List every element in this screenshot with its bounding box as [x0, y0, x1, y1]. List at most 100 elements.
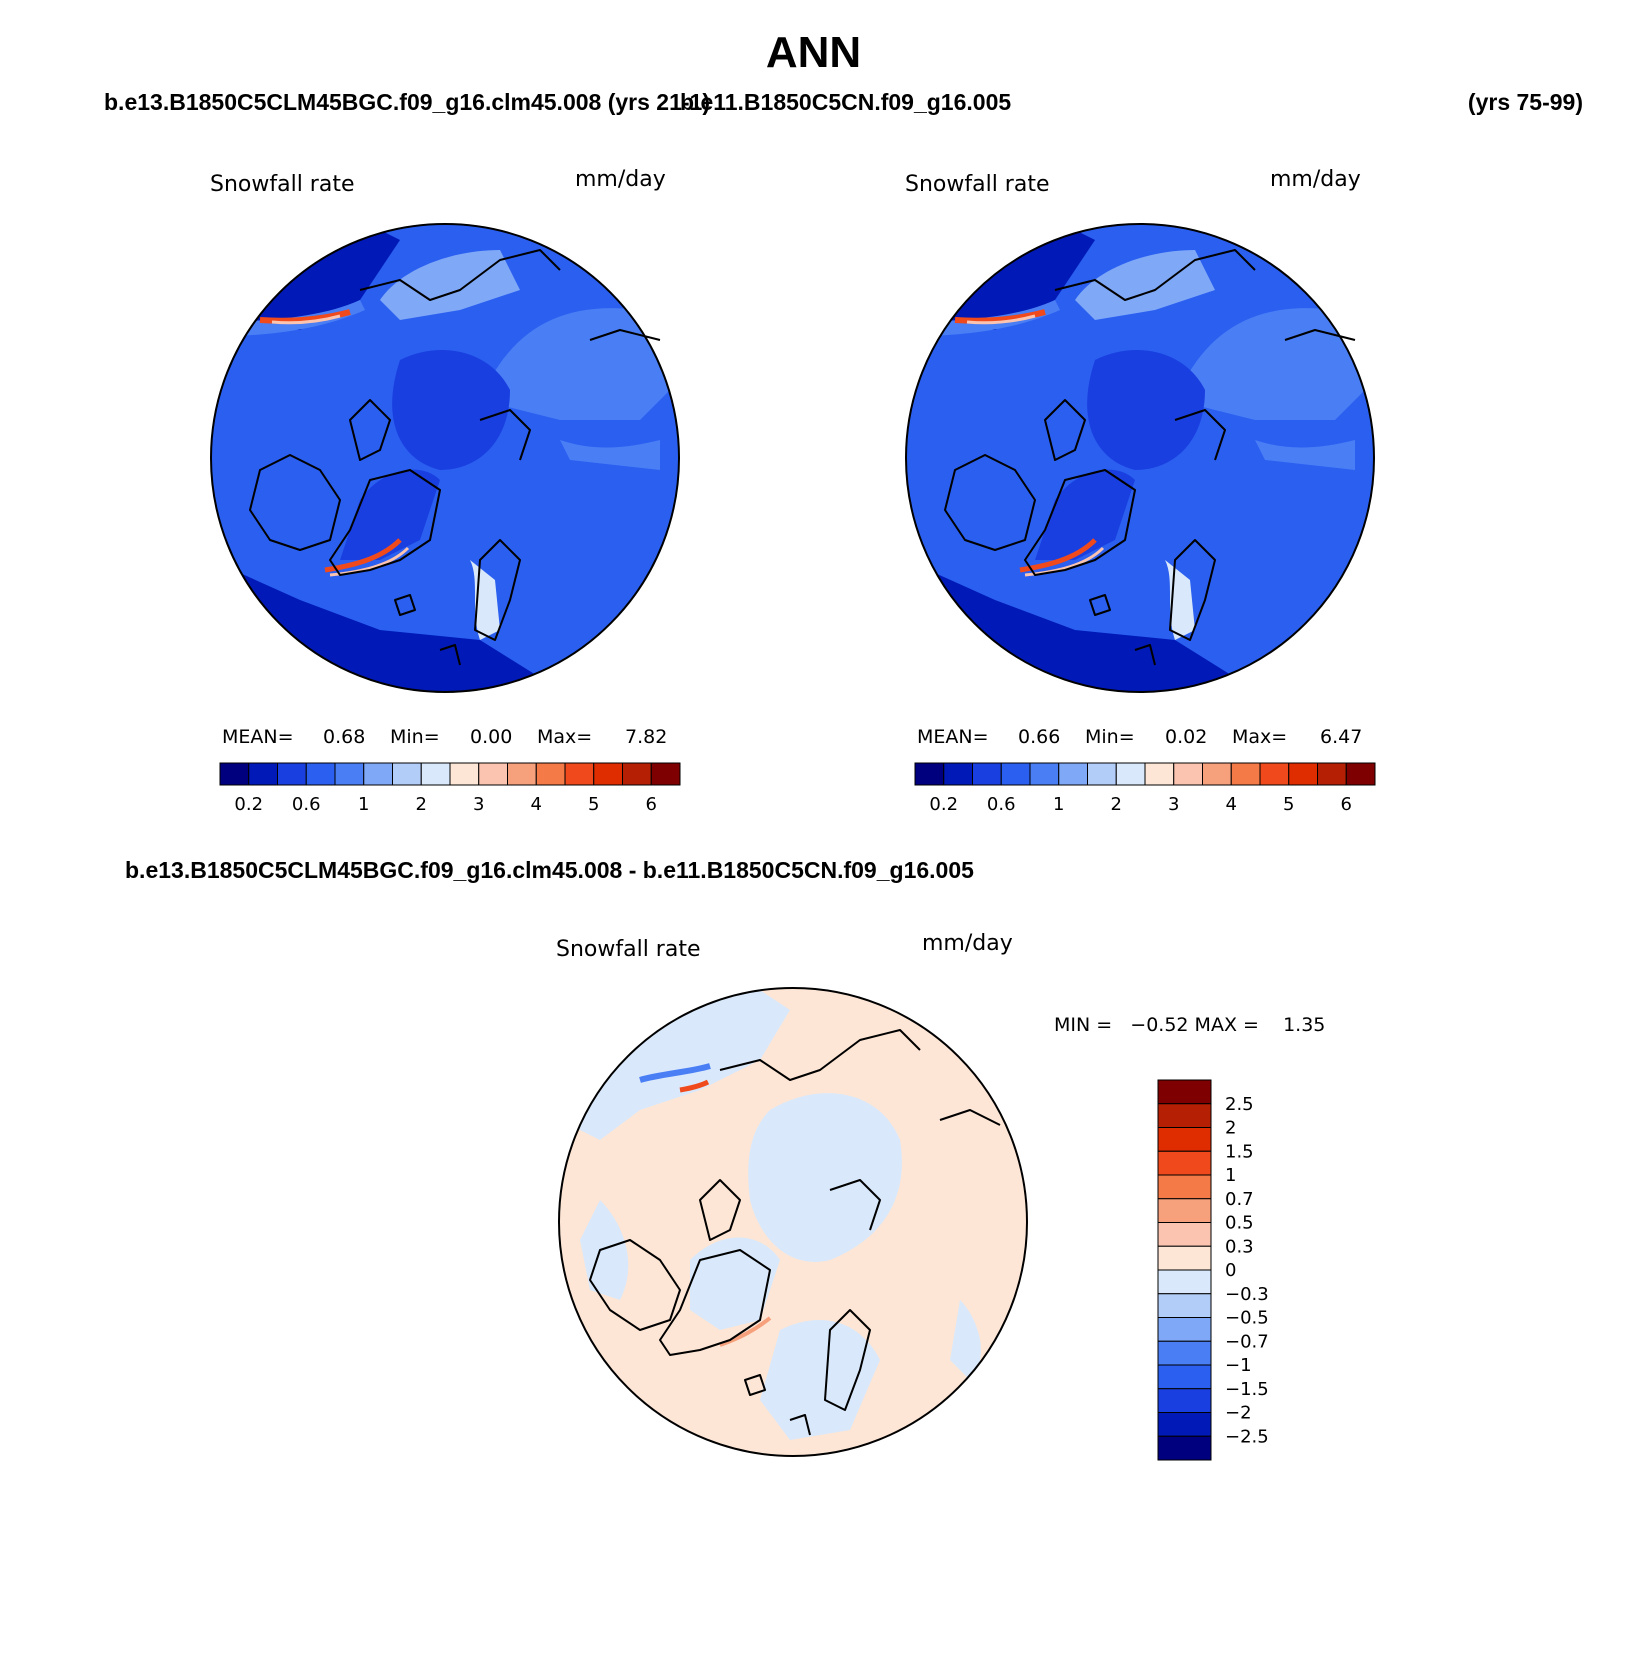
panel2-colorbar-box	[943, 762, 973, 786]
panel1-colorbar-box	[277, 762, 307, 786]
panel2-variable-label: Snowfall rate	[905, 172, 1050, 197]
panel1-colorbar-box	[478, 762, 508, 786]
panel2-colorbar-box	[1345, 762, 1376, 786]
panel3-colorbar-tick-label: 0	[1225, 1260, 1236, 1281]
panel3-colorbar-tick-label: 0.7	[1225, 1189, 1254, 1210]
panel3-colorbar-box	[1157, 1317, 1212, 1342]
panel1-mean-value: 0.68	[323, 726, 366, 748]
panel1-colorbar-box	[622, 762, 652, 786]
panel3-colorbar-tick-label: 1.5	[1225, 1141, 1254, 1162]
panel3-units-label: mm/day	[922, 931, 1013, 956]
panel1-colorbar-tick-label: 4	[531, 794, 542, 815]
panel3-variable-label: Snowfall rate	[556, 937, 701, 962]
panel2-colorbar-tick-label: 1	[1053, 794, 1064, 815]
panel1-units-label: mm/day	[575, 167, 666, 192]
panel2-colorbar-tick-label: 2	[1111, 794, 1122, 815]
panel3-colorbar-tick-label: −0.3	[1225, 1284, 1269, 1305]
panel1-max-value: 7.82	[625, 726, 668, 748]
panel3-colorbar-box	[1157, 1103, 1212, 1128]
panel3-colorbar-box	[1157, 1364, 1212, 1390]
panel3-colorbar-tick-label: −1	[1225, 1355, 1252, 1376]
panel2-colorbar-tick-label: 6	[1341, 794, 1352, 815]
panel1-colorbar-box	[363, 762, 393, 786]
panel1-colorbar: 0.2 0.6 1 2 3 4 5 6	[219, 762, 681, 815]
panel3-colorbar-box	[1157, 1435, 1212, 1461]
panel3-colorbar-tick-label: 2	[1225, 1118, 1236, 1139]
panel1-colorbar-box	[593, 762, 623, 786]
panel1-colorbar-box	[564, 762, 595, 786]
panel2-colorbar-box	[1230, 762, 1261, 786]
panel2-colorbar-box	[1144, 762, 1175, 786]
panel3-colorbar-box	[1157, 1269, 1212, 1295]
panel3-colorbar-tick-label: −1.5	[1225, 1379, 1269, 1400]
panel2-case-title: b.e11.B1850C5CN.f09_g16.005	[680, 89, 1012, 115]
panel1-colorbar-tick-label: 3	[473, 794, 484, 815]
panel1-case-title: b.e13.B1850C5CLM45BGC.f09_g16.clm45.008 …	[104, 89, 710, 115]
panel3-colorbar-box	[1157, 1198, 1212, 1223]
panel1-map	[210, 223, 680, 693]
panel3-colorbar-box	[1157, 1245, 1212, 1271]
panel3-colorbar-box	[1157, 1127, 1212, 1152]
panel3-colorbar-box	[1157, 1222, 1212, 1247]
panel1-variable-label: Snowfall rate	[210, 172, 355, 197]
panel3-map	[558, 987, 1028, 1457]
panel1-mean-label: MEAN=	[222, 726, 294, 748]
panel2-mean-value: 0.66	[1018, 726, 1061, 748]
panel2-min-label: Min=	[1085, 726, 1135, 748]
panel3-colorbar: 2.5 21.5 1 0.7 0.50.3 0 −0.3 −0.5−0.7 −1 −1.5 −2−2…	[1157, 1079, 1269, 1461]
panel2-max-label: Max=	[1232, 726, 1288, 748]
panel2-colorbar-tick-label: 3	[1168, 794, 1179, 815]
panel1-min-value: 0.00	[470, 726, 513, 748]
panel2-units-label: mm/day	[1270, 167, 1361, 192]
panel1-min-label: Min=	[390, 726, 440, 748]
panel1-colorbar-box	[334, 762, 365, 786]
panel1-colorbar-tick-label: 2	[416, 794, 427, 815]
panel1-colorbar-tick-label: 6	[646, 794, 657, 815]
panel2-max-value: 6.47	[1320, 726, 1363, 748]
panel1-colorbar-tick-label: 0.6	[292, 794, 321, 815]
panel2-colorbar-box	[1317, 762, 1347, 786]
panel2-colorbar-box	[914, 762, 945, 786]
panel1-colorbar-tick-label: 1	[358, 794, 369, 815]
panel3-colorbar-tick-label: −2	[1225, 1403, 1252, 1424]
panel2-colorbar-box	[1202, 762, 1232, 786]
panel3-colorbar-box	[1157, 1150, 1212, 1176]
panel2-colorbar-box	[1087, 762, 1117, 786]
panel3-colorbar-tick-label: 0.3	[1225, 1236, 1254, 1257]
panel2-colorbar-box	[972, 762, 1002, 786]
panel1-colorbar-box	[219, 762, 250, 786]
panel3-colorbar-box	[1157, 1340, 1212, 1366]
panel3-colorbar-box	[1157, 1412, 1212, 1437]
panel3-colorbar-tick-label: 1	[1225, 1165, 1236, 1186]
panel2-colorbar-tick-label: 0.6	[987, 794, 1016, 815]
main-title: ANN	[765, 28, 862, 77]
panel2-colorbar-box	[1173, 762, 1203, 786]
panel2-colorbar-box	[1288, 762, 1318, 786]
panel2-map	[905, 223, 1375, 693]
panel3-colorbar-box	[1157, 1388, 1212, 1413]
panel3-colorbar-tick-label: 0.5	[1225, 1213, 1254, 1234]
panel2-colorbar-tick-label: 5	[1283, 794, 1294, 815]
panel1-colorbar-box	[535, 762, 566, 786]
panel2-min-value: 0.02	[1165, 726, 1208, 748]
panel2-colorbar: 0.2 0.6 1 2 3 4 5 6	[914, 762, 1376, 815]
panel2-colorbar-box	[1000, 762, 1031, 786]
panel2-colorbar-box	[1029, 762, 1060, 786]
panel1-max-label: Max=	[537, 726, 593, 748]
panel1-colorbar-box	[449, 762, 480, 786]
panel3-colorbar-box	[1157, 1293, 1212, 1318]
panel2-years: (yrs 75-99)	[1467, 89, 1583, 115]
panel3-colorbar-tick-label: 2.5	[1225, 1094, 1254, 1115]
panel1-colorbar-box	[650, 762, 681, 786]
panel1-colorbar-tick-label: 5	[588, 794, 599, 815]
panel3-min-max: MIN = −0.52 MAX = 1.35	[1054, 1014, 1326, 1036]
panel3-colorbar-box	[1157, 1079, 1212, 1105]
panel3-colorbar-tick-label: −0.5	[1225, 1308, 1269, 1329]
panel2-mean-label: MEAN=	[917, 726, 989, 748]
panel3-colorbar-tick-label: −0.7	[1225, 1331, 1269, 1352]
panel3-colorbar-tick-label: −2.5	[1225, 1426, 1269, 1447]
panel3-case-title: b.e13.B1850C5CLM45BGC.f09_g16.clm45.008 …	[125, 857, 974, 883]
panel3-colorbar-box	[1157, 1174, 1212, 1200]
